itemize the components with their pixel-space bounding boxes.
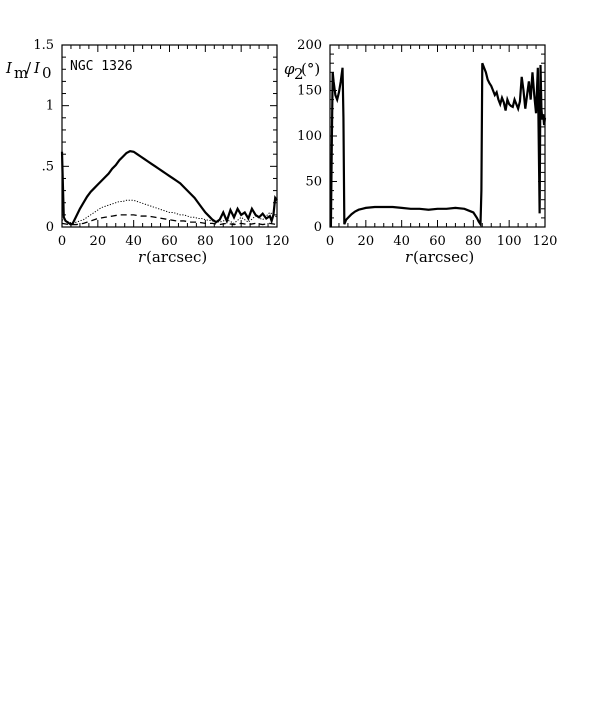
right-ytick-label: 200 <box>297 38 322 53</box>
right-xtick-label: 80 <box>465 234 482 249</box>
right-xtick-label: 60 <box>429 234 446 249</box>
left-xtick-label: 120 <box>265 234 290 249</box>
right-ylabel-unit: (°) <box>301 60 320 78</box>
right-xtick-label: 20 <box>358 234 375 249</box>
left-xtick-label: 80 <box>197 234 214 249</box>
right-xlabel-var: r <box>405 248 413 266</box>
left-ylabel-sub-0: 0 <box>42 64 52 82</box>
right-series-solid-thick-line <box>329 62 547 228</box>
right-panel: 0 20 40 60 80 100 120 0 50 100 150 200 φ 2 (°) r (a… <box>284 38 557 266</box>
left-series-dashed-line <box>61 214 278 226</box>
right-ytick-label: 0 <box>314 220 322 235</box>
left-panel: 0 20 40 60 80 100 120 0 .5 1 1.5 NGC 1326 I m / I … <box>5 38 289 266</box>
left-xtick-label: 40 <box>125 234 142 249</box>
right-xtick-label: 100 <box>497 234 522 249</box>
right-xlabel: r (arcsec) <box>405 248 474 266</box>
right-ylabel-var: φ <box>284 60 295 78</box>
left-ytick-label: 1 <box>46 99 54 114</box>
right-xtick-label: 0 <box>326 234 334 249</box>
left-xtick-label: 100 <box>229 234 254 249</box>
left-ytick-label: .5 <box>42 159 54 174</box>
right-tick-labels: 0 20 40 60 80 100 120 0 50 100 150 200 <box>297 38 557 249</box>
right-xtick-label: 120 <box>533 234 558 249</box>
left-xtick-label: 60 <box>161 234 178 249</box>
left-ylabel: I m / I 0 <box>5 59 52 82</box>
left-xtick-label: 20 <box>90 234 107 249</box>
left-ylabel-sub-m: m <box>14 64 28 82</box>
right-ytick-label: 100 <box>297 129 322 144</box>
right-ylabel-sub: 2 <box>294 65 304 83</box>
left-ytick-label: 0 <box>46 220 54 235</box>
left-ylabel-I1: I <box>5 59 13 77</box>
left-xlabel-unit: (arcsec) <box>146 248 207 266</box>
left-xtick-label: 0 <box>58 234 66 249</box>
left-series-solid-thick-line <box>60 150 278 226</box>
right-xtick-label: 40 <box>393 234 410 249</box>
left-ylabel-slash: / <box>26 59 32 77</box>
right-ylabel: φ 2 (°) <box>284 60 320 83</box>
left-xlabel: r (arcsec) <box>138 248 207 266</box>
right-series-group <box>329 62 547 228</box>
left-ytick-label: 1.5 <box>33 38 54 53</box>
right-ytick-label: 50 <box>305 175 322 190</box>
left-tick-labels: 0 20 40 60 80 100 120 0 .5 1 1.5 <box>33 38 289 249</box>
left-annotation: NGC 1326 <box>70 59 133 74</box>
right-ytick-label: 150 <box>297 84 322 99</box>
left-series-group <box>60 150 278 226</box>
right-xlabel-unit: (arcsec) <box>413 248 474 266</box>
left-ylabel-I2: I <box>33 59 41 77</box>
left-xlabel-var: r <box>138 248 146 266</box>
left-ticks <box>61 44 278 228</box>
right-plot-frame <box>329 44 546 228</box>
right-ticks <box>329 44 546 228</box>
